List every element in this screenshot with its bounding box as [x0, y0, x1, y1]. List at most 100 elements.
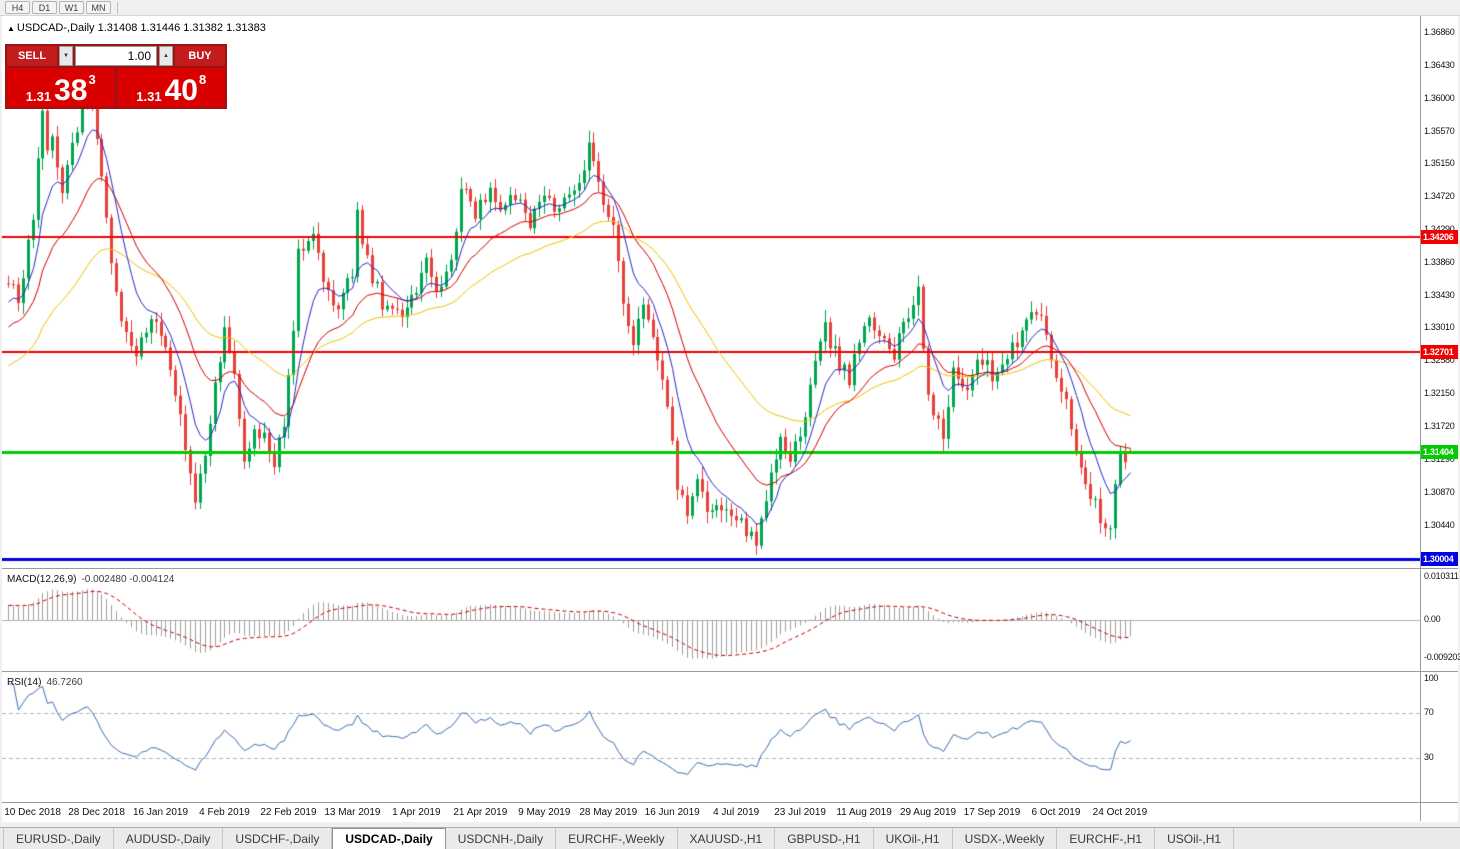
date-label: 10 Dec 2018 [4, 807, 61, 818]
rsi-value: 46.7260 [46, 677, 83, 688]
price-tick-label: 1.33010 [1424, 322, 1455, 333]
rsi-name: RSI(14) [7, 677, 42, 688]
price-axis-separator [1420, 16, 1421, 821]
price-tick-label: 1.31290 [1424, 454, 1455, 465]
macd-scale-label: 0.00 [1424, 614, 1441, 624]
timeframe-mn-button[interactable]: MN [86, 1, 111, 14]
chart-symbol-label: USDCAD-,Daily [16, 22, 95, 34]
price-line-tag[interactable]: 1.32701 [1421, 345, 1458, 360]
price-tick-label: 1.34720 [1424, 191, 1455, 202]
chart-tab-audusd-daily[interactable]: AUDUSD-,Daily [114, 828, 224, 849]
rsi-indicator-label: RSI(14) 46.7260 [7, 677, 83, 688]
price-axis[interactable]: 1.36860 1.36430 1.36000 1.35570 1.35150 1.347… [1421, 16, 1458, 568]
price-tick-label: 1.35150 [1424, 158, 1455, 169]
buy-price-big-digits: 40 [164, 74, 198, 107]
buy-price-pip-digit: 8 [198, 72, 207, 87]
date-label: 21 Apr 2019 [453, 807, 508, 818]
volume-down-icon: ▼ [63, 53, 69, 59]
price-tick-label: 1.31720 [1424, 421, 1455, 432]
price-tick-label: 1.36860 [1424, 27, 1455, 37]
volume-input[interactable] [75, 46, 157, 66]
chart-tab-eurchf-h1[interactable]: EURCHF-,H1 [1057, 828, 1156, 849]
rsi-panel-canvas[interactable] [2, 672, 1420, 802]
chart-tab-eurchf-weekly[interactable]: EURCHF-,Weekly [556, 828, 678, 849]
macd-values: -0.002480 -0.004124 [81, 574, 175, 585]
chart-tab-usoil-h1[interactable]: USOil-,H1 [1155, 828, 1235, 849]
price-tick-label: 1.36000 [1424, 93, 1455, 103]
price-tick-label: 1.36430 [1424, 60, 1455, 70]
chart-area: 1.36860 1.36430 1.36000 1.35570 1.35150 1.347… [2, 16, 1460, 822]
price-tick-label: 1.34290 [1424, 224, 1455, 234]
volume-up-button[interactable]: ▲ [159, 46, 173, 66]
sell-price-big-digits: 38 [54, 74, 88, 107]
chart-tab-ukoil-h1[interactable]: UKOil-,H1 [874, 828, 953, 849]
sell-price-prefix: 1.31 [25, 89, 52, 104]
macd-axis[interactable]: 0.010311 0.00 -0.009203 [1421, 569, 1460, 671]
chart-marker-icon: ▲ [7, 24, 15, 33]
rsi-panel-separator[interactable] [2, 671, 1458, 672]
buy-price-display[interactable]: 1.31 40 8 [117, 68, 225, 107]
buy-button[interactable]: BUY [175, 46, 225, 66]
price-tick-label: 1.33430 [1424, 290, 1455, 301]
chart-tab-gbpusd-h1[interactable]: GBPUSD-,H1 [775, 828, 874, 849]
date-label: 1 Apr 2019 [392, 807, 441, 818]
toolbar-separator [117, 1, 118, 14]
timeframe-d1-button[interactable]: D1 [32, 1, 57, 14]
date-label: 29 Aug 2019 [899, 807, 957, 818]
macd-scale-label: 0.010311 [1424, 571, 1459, 581]
macd-scale-label: -0.009203 [1424, 652, 1460, 663]
date-label: 9 May 2019 [518, 807, 571, 818]
main-chart-canvas[interactable] [2, 16, 1420, 568]
date-label: 11 Aug 2019 [836, 807, 892, 818]
macd-panel-separator[interactable] [2, 568, 1458, 569]
date-label: 13 Mar 2019 [324, 807, 381, 818]
chart-tab-eurusd-daily[interactable]: EURUSD-,Daily [3, 828, 114, 849]
sell-price-pip-digit: 3 [88, 72, 96, 87]
price-line-tag[interactable]: 1.30004 [1421, 552, 1458, 567]
macd-panel-canvas[interactable] [2, 569, 1420, 671]
volume-up-icon: ▲ [163, 53, 169, 59]
price-tick-label: 1.35570 [1424, 126, 1455, 136]
buy-price-prefix: 1.31 [136, 89, 162, 104]
one-click-trading-panel: SELL ▼ ▲ BUY 1.31 38 3 1.31 40 8 [5, 44, 227, 109]
price-tick-label: 1.30870 [1424, 486, 1455, 497]
date-label: 16 Jan 2019 [132, 807, 189, 818]
volume-down-button[interactable]: ▼ [59, 46, 73, 66]
time-axis-separator [2, 802, 1458, 803]
date-label: 24 Oct 2019 [1092, 807, 1148, 818]
price-tick-label: 1.33860 [1424, 257, 1455, 268]
price-line-tag[interactable]: 1.31404 [1421, 444, 1458, 459]
price-line-tag[interactable]: 1.34206 [1421, 229, 1458, 244]
date-label: 28 May 2019 [579, 807, 638, 818]
timeframe-w1-button[interactable]: W1 [59, 1, 84, 14]
rsi-scale-label: 100 [1424, 673, 1439, 683]
chart-tab-usdcnh-daily[interactable]: USDCNH-,Daily [446, 828, 557, 849]
date-label: 28 Dec 2018 [68, 807, 125, 818]
price-tick-label: 1.30440 [1424, 519, 1455, 530]
date-label: 22 Feb 2019 [260, 807, 317, 818]
date-label: 6 Oct 2019 [1031, 807, 1081, 818]
rsi-scale-label: 30 [1424, 752, 1434, 763]
macd-name: MACD(12,26,9) [7, 574, 77, 585]
chart-tab-usdcad-daily[interactable]: USDCAD-,Daily [332, 828, 446, 849]
rsi-axis[interactable]: 100 70 30 [1421, 672, 1458, 802]
macd-indicator-label: MACD(12,26,9) -0.002480 -0.004124 [7, 574, 174, 585]
timeframe-toolbar: H4 D1 W1 MN [0, 0, 1460, 16]
price-tick-label: 1.32150 [1424, 388, 1455, 399]
sell-price-display[interactable]: 1.31 38 3 [7, 68, 115, 107]
date-label: 4 Jul 2019 [713, 807, 760, 818]
date-label: 17 Sep 2019 [963, 807, 1021, 818]
date-label: 16 Jun 2019 [644, 807, 700, 818]
chart-tab-xauusd-h1[interactable]: XAUUSD-,H1 [678, 828, 776, 849]
timeframe-h4-button[interactable]: H4 [5, 1, 30, 14]
chart-tab-bar: EURUSD-,Daily AUDUSD-,Daily USDCHF-,Daily U… [0, 827, 1460, 849]
chart-tab-usdx-weekly[interactable]: USDX-,Weekly [953, 828, 1058, 849]
price-tick-label: 1.32580 [1424, 355, 1455, 366]
rsi-scale-label: 70 [1424, 707, 1434, 717]
date-label: 23 Jul 2019 [774, 807, 826, 818]
time-axis[interactable]: 10 Dec 2018 28 Dec 2018 16 Jan 2019 4 Feb 2… [2, 803, 1420, 821]
sell-button[interactable]: SELL [7, 46, 57, 66]
date-label: 4 Feb 2019 [199, 807, 250, 818]
chart-tab-usdchf-daily[interactable]: USDCHF-,Daily [223, 828, 333, 849]
